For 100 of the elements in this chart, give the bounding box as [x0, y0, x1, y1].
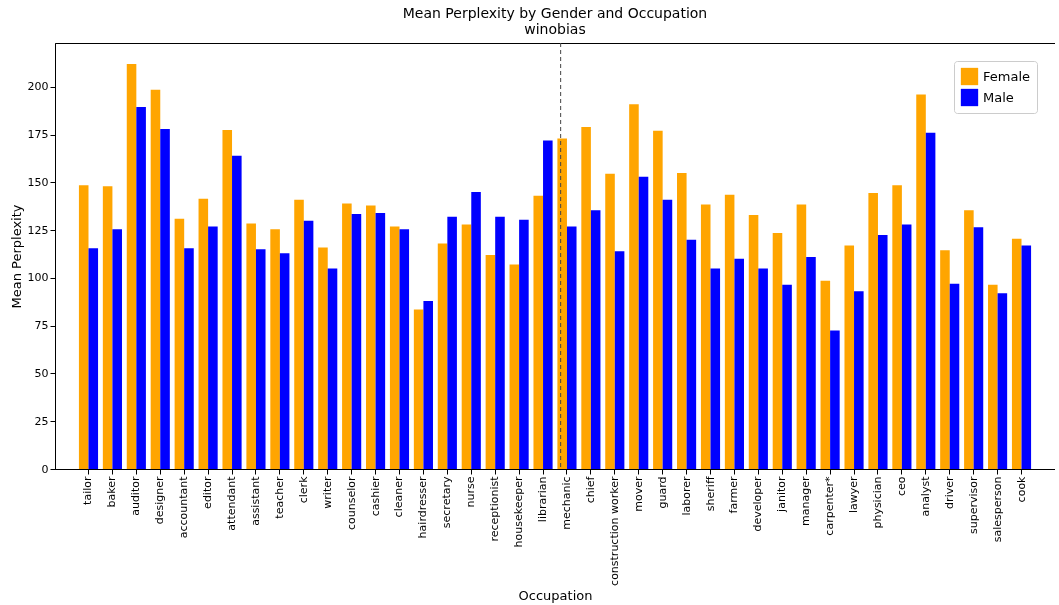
x-tick-label: tailor — [81, 476, 95, 505]
bar — [150, 89, 161, 469]
x-tick-label: cook — [1014, 475, 1028, 503]
x-tick-label: designer — [153, 476, 167, 525]
bar — [543, 140, 553, 469]
bar — [327, 268, 338, 469]
bar — [519, 219, 529, 469]
bar — [509, 264, 520, 469]
bar — [351, 213, 362, 469]
x-tick-label: auditor — [129, 476, 143, 516]
x-tick-label: carpenter* — [823, 476, 837, 536]
y-tick-label: 0 — [41, 462, 49, 476]
bar — [174, 218, 185, 469]
x-tick-label: cashier — [368, 476, 382, 517]
bar — [246, 223, 256, 469]
bar — [653, 130, 663, 469]
bar — [854, 291, 864, 469]
bar — [820, 280, 831, 469]
bar — [471, 192, 481, 469]
bar — [318, 247, 328, 469]
x-tick-label: farmer — [727, 476, 741, 514]
chart-subtitle: winobias — [524, 20, 586, 37]
x-tick-label: secretary — [440, 476, 454, 529]
bar — [208, 226, 218, 469]
bar — [997, 293, 1008, 469]
bar — [581, 127, 591, 469]
bar — [772, 233, 783, 469]
bar — [126, 64, 137, 469]
bar — [88, 248, 99, 469]
bar — [566, 226, 577, 469]
x-tick-label: ceo — [894, 476, 908, 497]
bar — [844, 245, 855, 469]
bar — [614, 251, 625, 469]
bar — [112, 229, 122, 469]
bar — [389, 226, 400, 469]
bar — [303, 220, 314, 469]
x-tick-label: cleaner — [392, 476, 406, 518]
x-tick-label: guard — [655, 476, 669, 509]
bar — [437, 243, 448, 469]
x-tick-label: librarian — [536, 476, 550, 523]
chart-title: Mean Perplexity by Gender and Occupation — [402, 4, 708, 21]
x-tick-label: assistant — [248, 475, 262, 526]
bar — [686, 239, 697, 469]
x-tick-label: teacher — [272, 476, 286, 519]
bar — [1011, 238, 1022, 469]
x-tick-label: janitor — [775, 476, 789, 513]
x-tick-label: editor — [201, 476, 215, 509]
bar — [366, 205, 376, 469]
x-tick-label: construction worker — [607, 476, 621, 586]
bar — [184, 248, 194, 469]
x-tick-label: developer — [751, 476, 765, 532]
x-tick-label: baker — [105, 476, 119, 508]
bar — [232, 155, 242, 469]
bar — [916, 94, 926, 469]
bar — [1021, 245, 1032, 469]
bar — [877, 234, 888, 469]
x-tick-label: counselor — [344, 476, 358, 531]
bar — [710, 268, 721, 469]
x-tick-label: physician — [870, 476, 884, 529]
x-tick-label: salesperson — [990, 476, 1004, 543]
y-tick-label: 50 — [34, 366, 49, 380]
bar — [136, 107, 146, 469]
x-tick-label: lawyer — [847, 476, 861, 514]
bar — [629, 104, 639, 469]
x-tick-label: laborer — [679, 476, 693, 516]
x-tick-label: accountant — [177, 475, 191, 539]
bar — [198, 198, 209, 469]
y-tick-label: 125 — [27, 223, 49, 237]
x-tick-label: writer — [320, 476, 334, 509]
bar — [399, 229, 410, 469]
bar — [342, 203, 352, 469]
bar — [102, 186, 113, 469]
y-tick-label: 150 — [27, 175, 49, 189]
bar — [279, 253, 290, 469]
bar — [973, 227, 984, 469]
bar — [796, 204, 807, 469]
bar — [485, 255, 496, 469]
bar — [447, 216, 457, 469]
bar — [160, 128, 170, 469]
bar — [868, 192, 878, 469]
x-tick-label: chief — [583, 475, 597, 504]
y-tick-label: 100 — [27, 271, 49, 285]
x-tick-label: supervisor — [966, 476, 980, 535]
bar — [830, 330, 840, 469]
x-tick-label: nurse — [464, 476, 478, 508]
bar — [700, 204, 711, 469]
x-tick-label: analyst — [918, 475, 932, 517]
bar — [222, 129, 233, 469]
bar — [940, 250, 950, 469]
y-tick-label: 175 — [27, 128, 49, 142]
bar — [949, 283, 960, 469]
bar — [461, 224, 472, 469]
bar — [255, 249, 266, 469]
bar — [782, 284, 792, 469]
x-tick-label: hairdresser — [416, 476, 430, 539]
bar — [375, 213, 386, 469]
bar — [677, 172, 687, 469]
bar — [413, 309, 424, 469]
x-tick-label: manager — [799, 476, 813, 526]
bar — [901, 224, 912, 469]
